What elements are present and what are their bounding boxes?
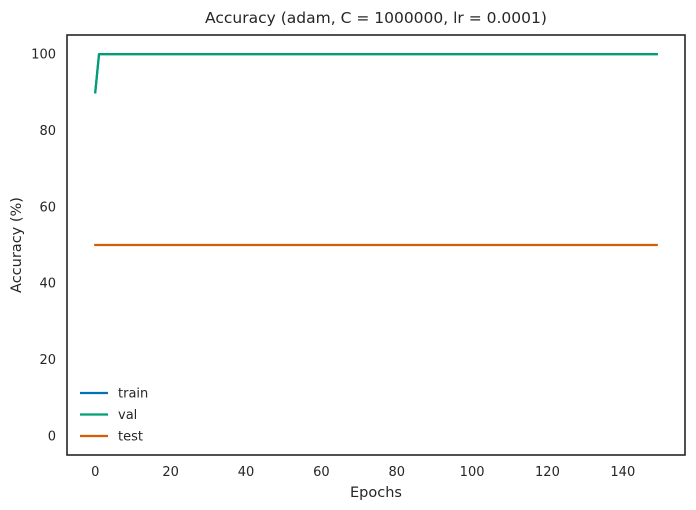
x-tick-label: 0 <box>91 465 99 480</box>
y-tick-label: 0 <box>48 429 56 444</box>
y-tick-label: 100 <box>31 48 56 63</box>
legend-label-val: val <box>118 408 137 423</box>
y-tick-label: 20 <box>39 353 56 368</box>
x-axis-label: Epochs <box>350 485 402 501</box>
y-tick-label: 80 <box>39 124 56 139</box>
x-tick-label: 40 <box>238 465 255 480</box>
y-axis-ticks: 0 20 40 60 80 100 <box>31 48 56 445</box>
x-axis-ticks: 0 20 40 60 80 100 120 140 <box>91 465 635 480</box>
y-tick-label: 60 <box>39 200 56 215</box>
legend: train val test <box>80 387 148 445</box>
x-tick-label: 20 <box>162 465 179 480</box>
legend-label-test: test <box>118 430 143 445</box>
y-axis-label: Accuracy (%) <box>9 197 25 293</box>
plot-frame <box>66 34 686 456</box>
series-line-val <box>94 52 658 94</box>
plot-series <box>94 52 658 247</box>
y-tick-label: 40 <box>39 277 56 292</box>
x-tick-label: 140 <box>610 465 635 480</box>
x-tick-label: 60 <box>313 465 330 480</box>
x-tick-label: 80 <box>388 465 405 480</box>
legend-label-train: train <box>118 387 148 402</box>
x-tick-label: 120 <box>535 465 560 480</box>
x-tick-label: 100 <box>460 465 485 480</box>
chart-title: Accuracy (adam, C = 1000000, lr = 0.0001… <box>205 9 547 27</box>
